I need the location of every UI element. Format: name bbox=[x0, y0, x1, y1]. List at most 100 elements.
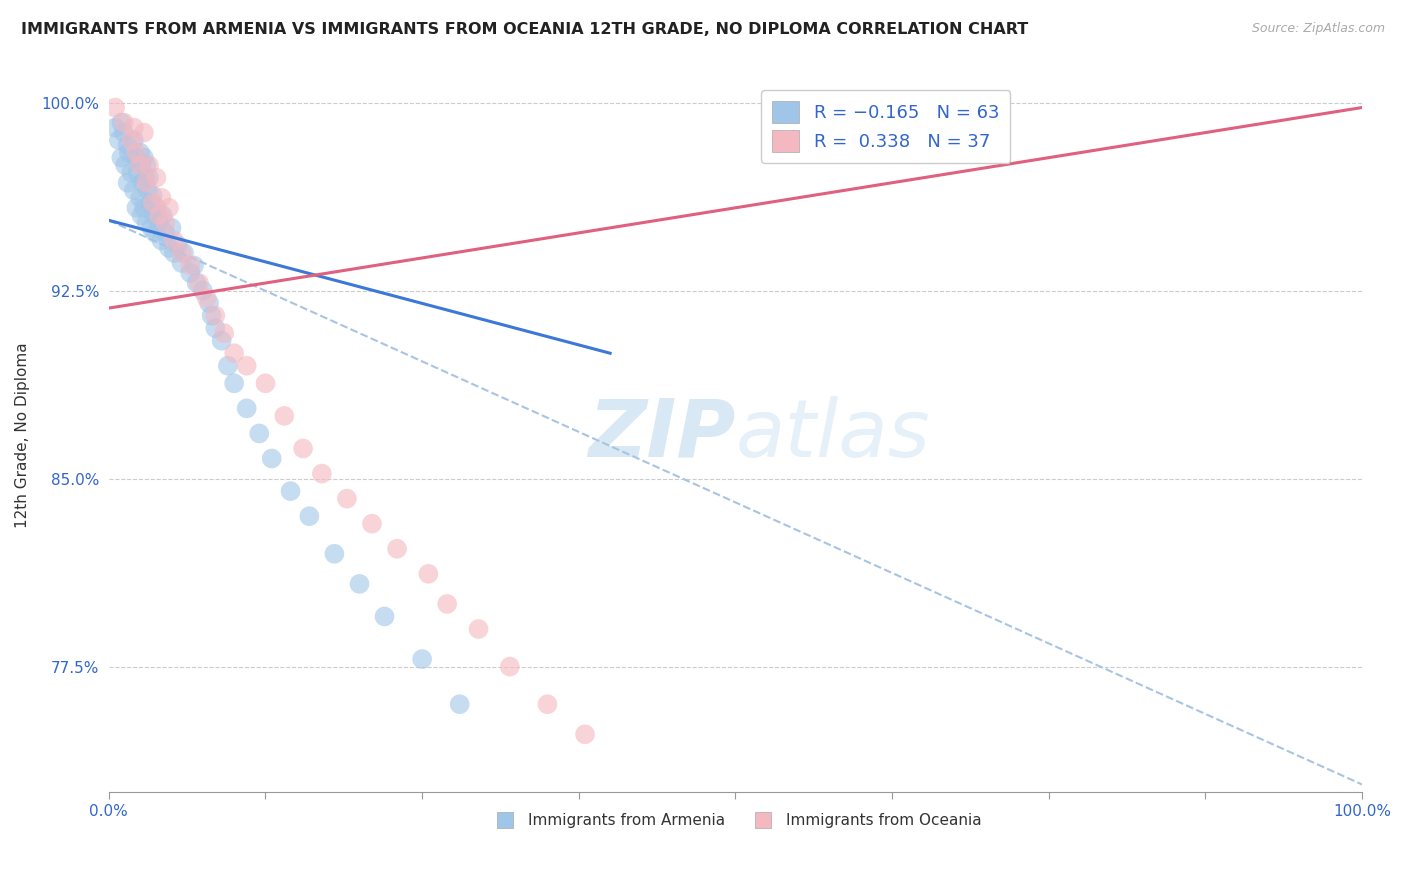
Point bbox=[235, 401, 257, 416]
Point bbox=[183, 259, 205, 273]
Point bbox=[436, 597, 458, 611]
Point bbox=[142, 208, 165, 222]
Text: Source: ZipAtlas.com: Source: ZipAtlas.com bbox=[1251, 22, 1385, 36]
Point bbox=[117, 138, 139, 153]
Point bbox=[155, 216, 177, 230]
Point bbox=[191, 284, 214, 298]
Point bbox=[148, 216, 170, 230]
Text: atlas: atlas bbox=[735, 396, 931, 474]
Point bbox=[112, 126, 135, 140]
Point bbox=[139, 195, 162, 210]
Point bbox=[467, 622, 489, 636]
Point bbox=[104, 101, 127, 115]
Legend: Immigrants from Armenia, Immigrants from Oceania: Immigrants from Armenia, Immigrants from… bbox=[484, 807, 987, 834]
Point bbox=[118, 145, 141, 160]
Point bbox=[217, 359, 239, 373]
Point bbox=[152, 208, 174, 222]
Point bbox=[574, 727, 596, 741]
Point bbox=[145, 170, 167, 185]
Point bbox=[127, 166, 149, 180]
Y-axis label: 12th Grade, No Diploma: 12th Grade, No Diploma bbox=[15, 342, 30, 527]
Point bbox=[211, 334, 233, 348]
Point bbox=[247, 426, 270, 441]
Point bbox=[131, 158, 153, 172]
Point bbox=[132, 201, 155, 215]
Point bbox=[235, 359, 257, 373]
Point bbox=[135, 216, 157, 230]
Point bbox=[336, 491, 359, 506]
Point bbox=[142, 195, 165, 210]
Point bbox=[150, 234, 173, 248]
Point bbox=[135, 158, 157, 172]
Point bbox=[186, 276, 208, 290]
Point bbox=[120, 166, 142, 180]
Point bbox=[204, 321, 226, 335]
Point bbox=[499, 659, 522, 673]
Point bbox=[311, 467, 333, 481]
Point bbox=[224, 376, 246, 391]
Point bbox=[254, 376, 277, 391]
Point bbox=[298, 509, 321, 524]
Point bbox=[198, 296, 221, 310]
Point bbox=[138, 170, 160, 185]
Point bbox=[110, 151, 132, 165]
Point bbox=[143, 226, 166, 240]
Point bbox=[361, 516, 384, 531]
Point bbox=[260, 451, 283, 466]
Point bbox=[122, 133, 145, 147]
Point bbox=[204, 309, 226, 323]
Point bbox=[141, 220, 163, 235]
Point bbox=[212, 326, 235, 341]
Point bbox=[150, 191, 173, 205]
Point bbox=[173, 246, 195, 260]
Point bbox=[129, 145, 152, 160]
Point bbox=[135, 176, 157, 190]
Point bbox=[129, 191, 152, 205]
Text: IMMIGRANTS FROM ARMENIA VS IMMIGRANTS FROM OCEANIA 12TH GRADE, NO DIPLOMA CORREL: IMMIGRANTS FROM ARMENIA VS IMMIGRANTS FR… bbox=[21, 22, 1028, 37]
Point bbox=[148, 208, 170, 222]
Point bbox=[411, 652, 433, 666]
Point bbox=[132, 151, 155, 165]
Point bbox=[131, 176, 153, 190]
Point bbox=[163, 234, 186, 248]
Point bbox=[273, 409, 295, 423]
Point bbox=[323, 547, 346, 561]
Point bbox=[134, 170, 156, 185]
Point bbox=[125, 151, 148, 165]
Point bbox=[280, 484, 302, 499]
Point bbox=[108, 133, 131, 147]
Point bbox=[157, 201, 180, 215]
Point bbox=[132, 126, 155, 140]
Point bbox=[155, 226, 177, 240]
Point bbox=[418, 566, 440, 581]
Point bbox=[157, 241, 180, 255]
Point bbox=[349, 577, 371, 591]
Point bbox=[112, 115, 135, 129]
Point bbox=[160, 220, 183, 235]
Text: ZIP: ZIP bbox=[588, 396, 735, 474]
Point bbox=[188, 276, 211, 290]
Point bbox=[125, 145, 148, 160]
Point bbox=[170, 256, 193, 270]
Point bbox=[224, 346, 246, 360]
Point bbox=[142, 188, 165, 202]
Point bbox=[449, 697, 471, 711]
Point bbox=[122, 183, 145, 197]
Point bbox=[138, 158, 160, 172]
Point bbox=[536, 697, 558, 711]
Point bbox=[120, 133, 142, 147]
Point bbox=[114, 158, 136, 172]
Point bbox=[125, 201, 148, 215]
Point bbox=[163, 246, 186, 260]
Point bbox=[110, 115, 132, 129]
Point bbox=[373, 609, 395, 624]
Point bbox=[179, 259, 201, 273]
Point bbox=[122, 120, 145, 135]
Point bbox=[129, 158, 152, 172]
Point bbox=[166, 238, 188, 252]
Point bbox=[292, 442, 315, 456]
Point bbox=[170, 246, 193, 260]
Point bbox=[136, 183, 159, 197]
Point bbox=[179, 266, 201, 280]
Point bbox=[117, 176, 139, 190]
